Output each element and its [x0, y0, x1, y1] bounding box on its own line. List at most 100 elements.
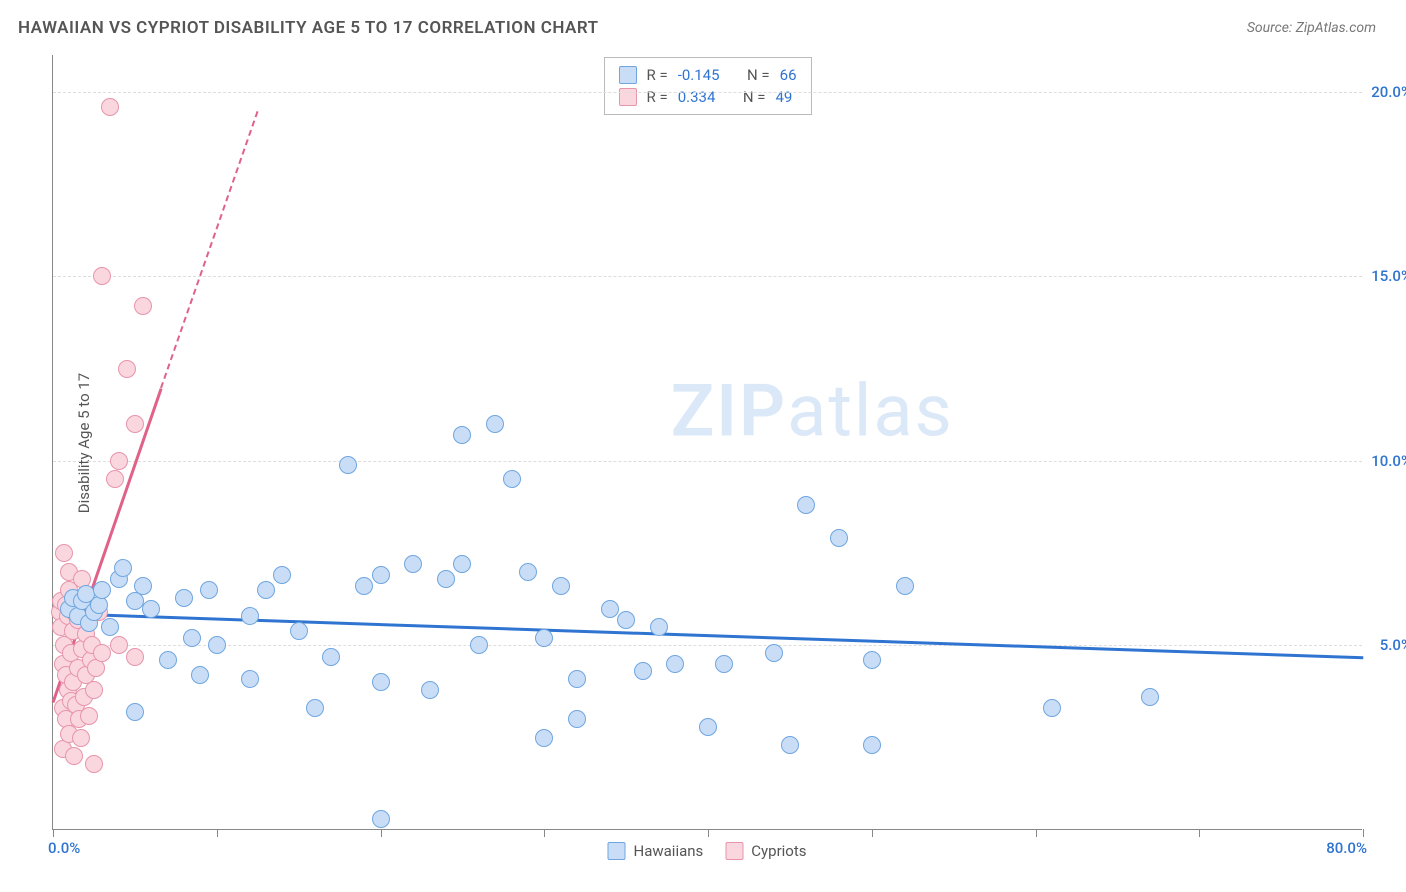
- hawaiian-point: [863, 736, 881, 754]
- n-label: N =: [747, 66, 770, 84]
- hawaiian-point: [372, 673, 390, 691]
- hawaiian-point: [699, 718, 717, 736]
- hawaiian-point: [634, 662, 652, 680]
- cypriot-point: [118, 360, 136, 378]
- legend-swatch-cypriots: [725, 842, 743, 860]
- source-label: Source: ZipAtlas.com: [1247, 20, 1376, 36]
- x-tick: [1036, 829, 1037, 837]
- cypriot-point: [93, 644, 111, 662]
- x-tick: [872, 829, 873, 837]
- r-label-2: R =: [646, 88, 667, 106]
- cypriot-point: [55, 544, 73, 562]
- hawaiian-point: [715, 655, 733, 673]
- x-tick: [1199, 829, 1200, 837]
- gridline: [53, 92, 1362, 93]
- hawaiian-point: [421, 681, 439, 699]
- hawaiian-point: [183, 629, 201, 647]
- hawaiian-point: [601, 600, 619, 618]
- hawaiian-point: [519, 563, 537, 581]
- cypriot-point: [93, 267, 111, 285]
- hawaiian-point: [486, 415, 504, 433]
- hawaiian-point: [134, 577, 152, 595]
- y-tick-label: 15.0%: [1364, 267, 1406, 285]
- hawaiian-point: [453, 555, 471, 573]
- r-label: R =: [646, 66, 667, 84]
- cypriot-point: [80, 707, 98, 725]
- hawaiian-point: [241, 607, 259, 625]
- x-tick: [1363, 829, 1364, 837]
- cypriot-point: [110, 636, 128, 654]
- hawaiian-point: [257, 581, 275, 599]
- cypriot-point: [126, 415, 144, 433]
- stats-box: R = -0.145 N = 66 R = 0.334 N = 49: [603, 57, 811, 115]
- r-value-cypriots: 0.334: [678, 88, 716, 106]
- swatch-hawaiians: [618, 66, 636, 84]
- hawaiian-point: [568, 670, 586, 688]
- legend-label-hawaiians: Hawaiians: [634, 842, 704, 860]
- cypriot-point: [126, 648, 144, 666]
- hawaiian-point: [552, 577, 570, 595]
- cypriot-point: [72, 729, 90, 747]
- hawaiian-point: [666, 655, 684, 673]
- hawaiian-point: [200, 581, 218, 599]
- hawaiian-point: [372, 566, 390, 584]
- hawaiian-point: [241, 670, 259, 688]
- cypriot-point: [85, 681, 103, 699]
- r-value-hawaiians: -0.145: [678, 66, 720, 84]
- hawaiian-point: [322, 648, 340, 666]
- hawaiian-point: [290, 622, 308, 640]
- x-tick: [544, 829, 545, 837]
- n-value-cypriots: 49: [775, 88, 792, 106]
- y-tick-label: 20.0%: [1364, 83, 1406, 101]
- cypriot-point: [106, 470, 124, 488]
- hawaiian-point: [503, 470, 521, 488]
- legend-item-hawaiians: Hawaiians: [608, 842, 704, 860]
- watermark-atlas: atlas: [787, 369, 954, 454]
- hawaiian-point: [765, 644, 783, 662]
- hawaiian-point: [437, 570, 455, 588]
- hawaiian-point: [355, 577, 373, 595]
- n-value-hawaiians: 66: [780, 66, 797, 84]
- hawaiian-point: [797, 496, 815, 514]
- cypriot-point: [65, 747, 83, 765]
- hawaiian-point: [781, 736, 799, 754]
- hawaiian-point: [650, 618, 668, 636]
- hawaiian-point: [114, 559, 132, 577]
- stats-row-cypriots: R = 0.334 N = 49: [618, 86, 796, 108]
- gridline: [53, 645, 1362, 646]
- n-label-2: N =: [743, 88, 766, 106]
- hawaiian-point: [568, 710, 586, 728]
- stats-row-hawaiians: R = -0.145 N = 66: [618, 64, 796, 86]
- hawaiian-point: [159, 651, 177, 669]
- hawaiian-point: [93, 581, 111, 599]
- hawaiian-point: [126, 703, 144, 721]
- hawaiian-point: [535, 729, 553, 747]
- y-tick-label: 10.0%: [1364, 452, 1406, 470]
- cypriot-point: [101, 98, 119, 116]
- hawaiian-point: [306, 699, 324, 717]
- chart-container: Disability Age 5 to 17 ZIPatlas R = -0.1…: [52, 55, 1362, 830]
- trend-line: [160, 111, 258, 388]
- hawaiian-point: [372, 810, 390, 828]
- y-tick-label: 5.0%: [1364, 636, 1406, 654]
- gridline: [53, 276, 1362, 277]
- x-tick: [708, 829, 709, 837]
- hawaiian-point: [339, 456, 357, 474]
- legend-item-cypriots: Cypriots: [725, 842, 806, 860]
- hawaiian-point: [142, 600, 160, 618]
- x-tick: [381, 829, 382, 837]
- plot-area: ZIPatlas R = -0.145 N = 66 R = 0.334 N =…: [52, 55, 1362, 830]
- hawaiian-point: [404, 555, 422, 573]
- gridline: [53, 461, 1362, 462]
- x-tick: [53, 829, 54, 837]
- x-axis-min-label: 0.0%: [48, 839, 80, 857]
- hawaiian-point: [175, 589, 193, 607]
- hawaiian-point: [617, 611, 635, 629]
- hawaiian-point: [101, 618, 119, 636]
- hawaiian-point: [1043, 699, 1061, 717]
- hawaiian-point: [470, 636, 488, 654]
- watermark-zip: ZIP: [671, 369, 787, 454]
- legend-label-cypriots: Cypriots: [751, 842, 806, 860]
- x-tick: [217, 829, 218, 837]
- hawaiian-point: [273, 566, 291, 584]
